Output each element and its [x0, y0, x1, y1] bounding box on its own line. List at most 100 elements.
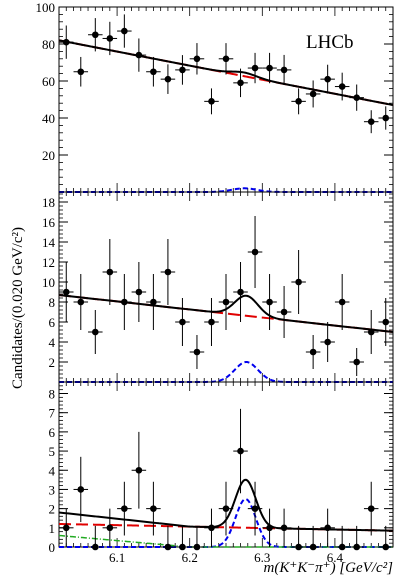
y-tick-label: 4: [49, 463, 56, 478]
data-point: [280, 66, 288, 74]
data-point: [208, 524, 215, 532]
y-tick-label: 5: [49, 444, 56, 459]
y-tick-label: 4: [49, 335, 56, 350]
data-point: [309, 348, 317, 356]
y-tick-label: 1: [49, 521, 56, 536]
data-point: [121, 298, 128, 306]
lhcb-label: LHCb: [306, 32, 354, 53]
data-point: [367, 505, 375, 512]
data-point: [251, 248, 259, 256]
x-axis-label: m(K⁺K⁻π⁺) [GeV/c²]: [264, 560, 394, 576]
y-tick-label: 18: [42, 195, 55, 210]
data-point: [77, 68, 85, 76]
data-point: [266, 64, 273, 72]
data-point: [222, 298, 230, 306]
x-tick-label: 6.3: [254, 550, 270, 565]
y-axis-label: Candidates/(0.020 GeV/c²): [10, 227, 26, 389]
y-tick-label: 8: [49, 387, 56, 402]
data-point: [353, 94, 360, 101]
y-tick-label: 6: [49, 315, 56, 330]
data-point: [353, 543, 360, 551]
x-tick-label: 6.1: [109, 550, 125, 565]
data-point: [164, 543, 172, 551]
data-point: [135, 288, 143, 296]
data-point: [338, 83, 346, 90]
y-tick-label: 80: [42, 37, 55, 52]
data-point: [280, 524, 288, 532]
y-tick-label: 10: [42, 275, 55, 290]
y-tick-label: 0: [49, 540, 56, 555]
y-tick-label: 40: [42, 111, 55, 126]
panel-top: 20 40 60 80 100: [36, 0, 394, 193]
data-point: [251, 64, 259, 72]
data-point: [324, 75, 331, 83]
data-point: [179, 543, 186, 551]
data-point: [135, 466, 143, 474]
data-point: [193, 543, 201, 551]
y-tick-label: 2: [49, 502, 56, 517]
y-tick-label: 12: [42, 255, 55, 270]
data-point: [106, 524, 114, 532]
data-point: [353, 358, 360, 366]
x-tick-label: 6.4: [327, 550, 344, 565]
data-point: [150, 505, 157, 512]
data-point: [295, 543, 302, 551]
data-point: [121, 505, 128, 512]
data-point: [164, 268, 172, 276]
data-point: [208, 318, 215, 326]
data-point: [77, 298, 85, 306]
y-tick-label: 100: [36, 0, 56, 15]
data-point: [367, 328, 375, 336]
data-point: [251, 505, 259, 512]
x-tick-label: 6.2: [182, 550, 198, 565]
y-tick-label: 3: [49, 482, 56, 497]
data-point: [135, 51, 143, 59]
panel-bottom: 0 1 2 3 4 5 6 7 8 6.1 6.2 6.3 6.4: [49, 381, 394, 565]
y-tick-label: 14: [42, 235, 56, 250]
data-point: [237, 288, 244, 296]
data-point: [179, 66, 186, 74]
data-point: [266, 524, 273, 532]
data-point: [77, 486, 85, 493]
data-point: [382, 543, 390, 551]
data-point: [382, 318, 390, 326]
data-point: [324, 338, 331, 346]
panel-middle: 2 4 6 8 10 12 14 16 18: [42, 191, 394, 383]
data-point: [62, 524, 70, 532]
data-point: [121, 27, 128, 35]
data-point: [92, 31, 99, 39]
data-point: [367, 118, 375, 125]
y-tick-label: 6: [49, 425, 56, 440]
data-point: [179, 318, 186, 326]
data-point: [338, 543, 346, 551]
y-tick-label: 16: [42, 215, 56, 230]
data-point: [106, 268, 114, 276]
data-point: [237, 447, 244, 455]
y-tick-label: 60: [42, 74, 55, 89]
data-point: [222, 505, 230, 512]
y-tick-label: 8: [49, 295, 56, 310]
y-tick-label: 2: [49, 355, 56, 370]
y-tick-label: 20: [42, 148, 55, 163]
data-point: [150, 68, 157, 76]
data-point: [208, 98, 215, 105]
data-point: [106, 35, 114, 42]
data-point: [295, 278, 302, 286]
data-point: [92, 328, 99, 336]
data-point: [295, 98, 302, 105]
data-point: [150, 298, 157, 306]
data-point: [382, 114, 390, 122]
data-point: [92, 543, 99, 551]
data-point: [309, 90, 317, 98]
data-point: [193, 348, 201, 356]
data-point: [164, 75, 172, 83]
data-point: [309, 543, 317, 551]
data-point: [193, 55, 201, 63]
data-point: [266, 298, 273, 306]
data-point: [324, 524, 331, 532]
data-point: [237, 79, 244, 87]
data-point: [222, 55, 230, 63]
data-point: [62, 38, 70, 46]
y-tick-label: 7: [49, 406, 56, 421]
